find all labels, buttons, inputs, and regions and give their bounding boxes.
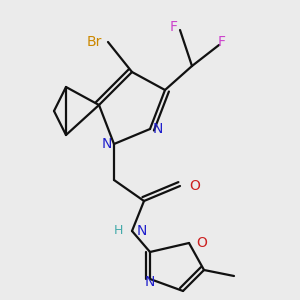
Text: N: N <box>136 224 147 238</box>
Text: O: O <box>189 179 200 193</box>
Text: Br: Br <box>87 35 102 49</box>
Text: N: N <box>152 122 163 136</box>
Text: N: N <box>145 275 155 289</box>
Text: N: N <box>101 137 112 151</box>
Text: F: F <box>218 35 226 49</box>
Text: F: F <box>170 20 178 34</box>
Text: O: O <box>196 236 207 250</box>
Text: H: H <box>114 224 123 238</box>
